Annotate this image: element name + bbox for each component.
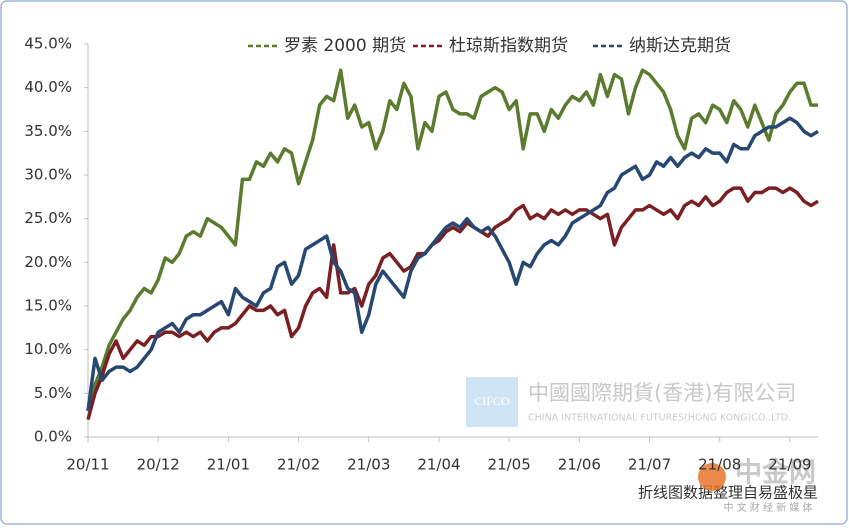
watermark-logo: CIFCO: [474, 394, 510, 408]
x-tick-label: 21/06: [558, 456, 601, 474]
legend-label: 罗素 2000 期货: [284, 36, 406, 56]
watermark-company-en: CHINA INTERNATIONAL FUTURES(HONG KONG)CO…: [528, 413, 791, 424]
y-tick-label: 0.0%: [34, 428, 72, 446]
x-tick-label: 21/01: [207, 456, 250, 474]
y-tick-label: 5.0%: [34, 384, 72, 402]
series-line: [86, 68, 818, 412]
x-tick-label: 21/03: [347, 456, 390, 474]
y-tick-label: 25.0%: [24, 209, 72, 227]
x-tick-label: 21/09: [768, 456, 811, 474]
x-tick-label: 20/12: [137, 456, 180, 474]
x-tick-label: 21/07: [628, 456, 671, 474]
x-tick-label: 20/11: [66, 456, 109, 474]
x-tick-label: 21/02: [277, 456, 320, 474]
y-tick-label: 35.0%: [24, 122, 72, 140]
site-logo-icon: [698, 463, 726, 491]
legend-label: 纳斯达克期货: [629, 36, 731, 56]
site-slogan: 中 文 财 经 新 媒 体: [723, 501, 812, 514]
x-tick-label: 21/05: [488, 456, 531, 474]
y-tick-label: 10.0%: [24, 340, 72, 358]
watermark-logo-box: [466, 377, 518, 427]
y-tick-label: 45.0%: [24, 35, 72, 53]
source-note: 折线图数据整理自易盛极星: [638, 484, 818, 502]
legend-label: 杜琼斯指数期货: [449, 36, 568, 56]
x-tick-label: 21/08: [698, 456, 741, 474]
watermark-company: 中國國際期貨(香港)有限公司: [528, 381, 796, 405]
series-line: [86, 186, 819, 420]
series-line: [86, 116, 819, 412]
y-tick-label: 40.0%: [24, 78, 72, 96]
y-tick-label: 15.0%: [24, 297, 72, 315]
y-tick-label: 20.0%: [24, 253, 72, 271]
site-logo: 中金网: [735, 457, 816, 489]
x-tick-label: 21/04: [417, 456, 460, 474]
y-tick-label: 30.0%: [24, 166, 72, 184]
